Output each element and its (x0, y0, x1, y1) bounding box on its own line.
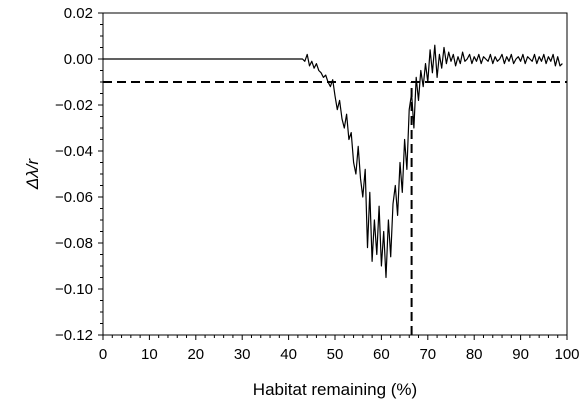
x-tick-label: 10 (141, 346, 158, 363)
x-tick-label: 90 (512, 346, 529, 363)
x-tick-label: 70 (419, 346, 436, 363)
y-tick-label: −0.12 (55, 327, 93, 344)
axis-ticks: 0 10 20 30 40 50 60 70 80 90 100 0.02 0.00 −0.02 −0.04… (55, 5, 579, 363)
x-tick-label: 20 (187, 346, 204, 363)
x-tick-label: 100 (554, 346, 579, 363)
x-tick-label: 40 (280, 346, 297, 363)
y-tick-label: −0.08 (55, 235, 93, 252)
x-tick-label: 50 (327, 346, 344, 363)
x-axis-title: Habitat remaining (%) (253, 380, 417, 399)
y-tick-label: 0.02 (64, 5, 93, 22)
data-series-line (103, 44, 563, 279)
y-tick-label: 0.00 (64, 51, 93, 68)
x-tick-label: 60 (373, 346, 390, 363)
x-tick-label: 80 (466, 346, 483, 363)
y-tick-label: −0.04 (55, 143, 93, 160)
x-tick-label: 30 (234, 346, 251, 363)
y-axis-title: Δλ/r (23, 158, 42, 190)
y-tick-label: −0.10 (55, 281, 93, 298)
y-tick-label: −0.06 (55, 189, 93, 206)
x-tick-label: 0 (99, 346, 107, 363)
y-tick-label: −0.02 (55, 97, 93, 114)
series-layer (103, 44, 567, 335)
